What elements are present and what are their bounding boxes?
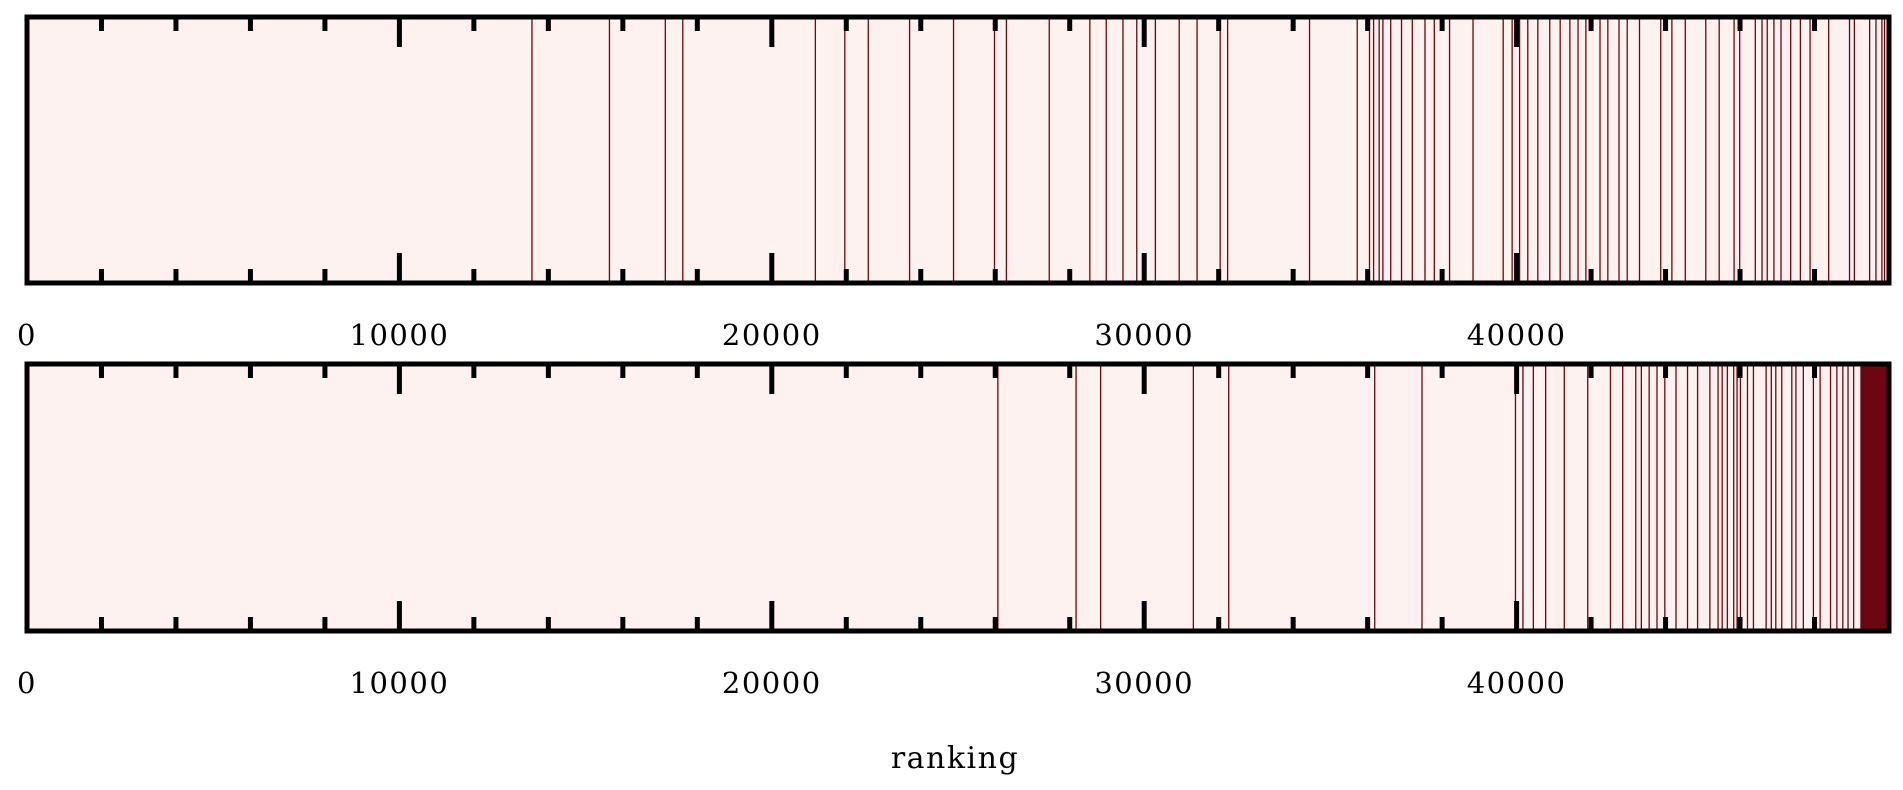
x-tick-label: 40000 — [1467, 666, 1567, 700]
panel-background — [27, 17, 1889, 283]
x-tick-label: 40000 — [1467, 318, 1567, 352]
x-tick-label: 0 — [17, 666, 37, 700]
x-tick-label: 10000 — [350, 318, 450, 352]
barcode-panel-bottom: 0 10000 20000 30000 40000 — [17, 361, 1892, 700]
x-tick-label: 20000 — [722, 666, 822, 700]
panel-background — [27, 364, 1889, 631]
x-tick-label: 10000 — [350, 666, 450, 700]
x-tick-label: 20000 — [722, 318, 822, 352]
barcode-panel-top: 0 10000 20000 30000 40000 — [17, 14, 1892, 352]
x-tick-label: 30000 — [1094, 666, 1194, 700]
ranking-mark-solid-block — [1860, 364, 1889, 631]
panel-frame — [24, 361, 1892, 634]
panel-frame — [24, 14, 1892, 286]
x-tick-label: 0 — [17, 318, 37, 352]
x-axis-label: ranking — [891, 741, 1019, 776]
x-tick-label: 30000 — [1094, 318, 1194, 352]
